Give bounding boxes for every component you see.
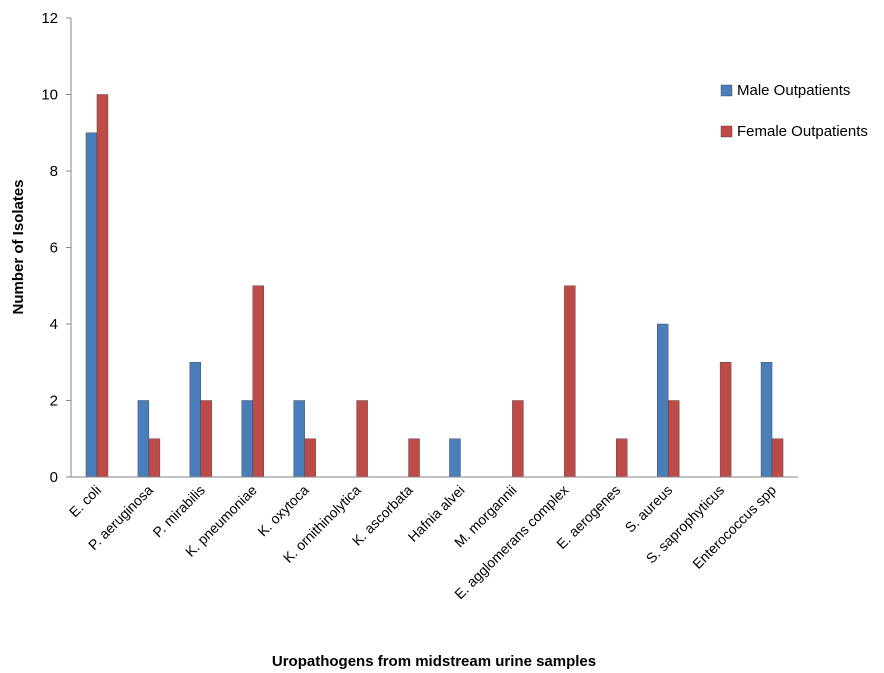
bar-female	[304, 438, 316, 478]
bar-female	[96, 94, 109, 478]
bar-male	[189, 362, 202, 478]
x-tick-label: S. aureus	[622, 482, 676, 536]
bar-female	[667, 400, 680, 478]
x-tick-label: E. coli	[66, 482, 104, 520]
bar-male	[656, 323, 669, 478]
legend: Male Outpatients Female Outpatients	[720, 82, 868, 140]
bar-male	[449, 438, 461, 478]
bar-female	[771, 438, 784, 478]
bar-male	[241, 400, 253, 478]
bar-female	[564, 285, 576, 478]
bar-female	[148, 438, 161, 478]
legend-label: Male Outpatients	[737, 82, 850, 99]
y-axis-title: Number of Isolates	[10, 179, 27, 314]
bar-female	[356, 400, 368, 478]
bar-female	[200, 400, 213, 478]
y-tick-label: 8	[50, 163, 58, 180]
bar-female	[719, 362, 732, 478]
y-tick-label: 2	[50, 393, 58, 410]
bars-group	[85, 94, 784, 478]
bar-female	[512, 400, 524, 478]
bar-male	[760, 362, 773, 478]
y-tick-label: 10	[41, 87, 58, 104]
y-axis-ticks: 0 2 4 6 8 10 12	[41, 10, 71, 486]
y-tick-label: 6	[50, 240, 58, 257]
y-tick-label: 4	[50, 316, 58, 333]
bar-female	[616, 438, 628, 478]
bar-male	[85, 132, 98, 478]
y-tick-label: 12	[41, 10, 58, 27]
x-axis-title: Uropathogens from midstream urine sample…	[272, 653, 596, 670]
bar-female	[408, 438, 420, 478]
bar-female	[252, 285, 264, 478]
legend-swatch	[720, 125, 733, 138]
y-tick-label: 0	[50, 469, 58, 486]
bar-male	[137, 400, 150, 478]
legend-label: Female Outpatients	[737, 123, 868, 140]
bar-male	[293, 400, 305, 478]
legend-swatch	[720, 84, 733, 97]
